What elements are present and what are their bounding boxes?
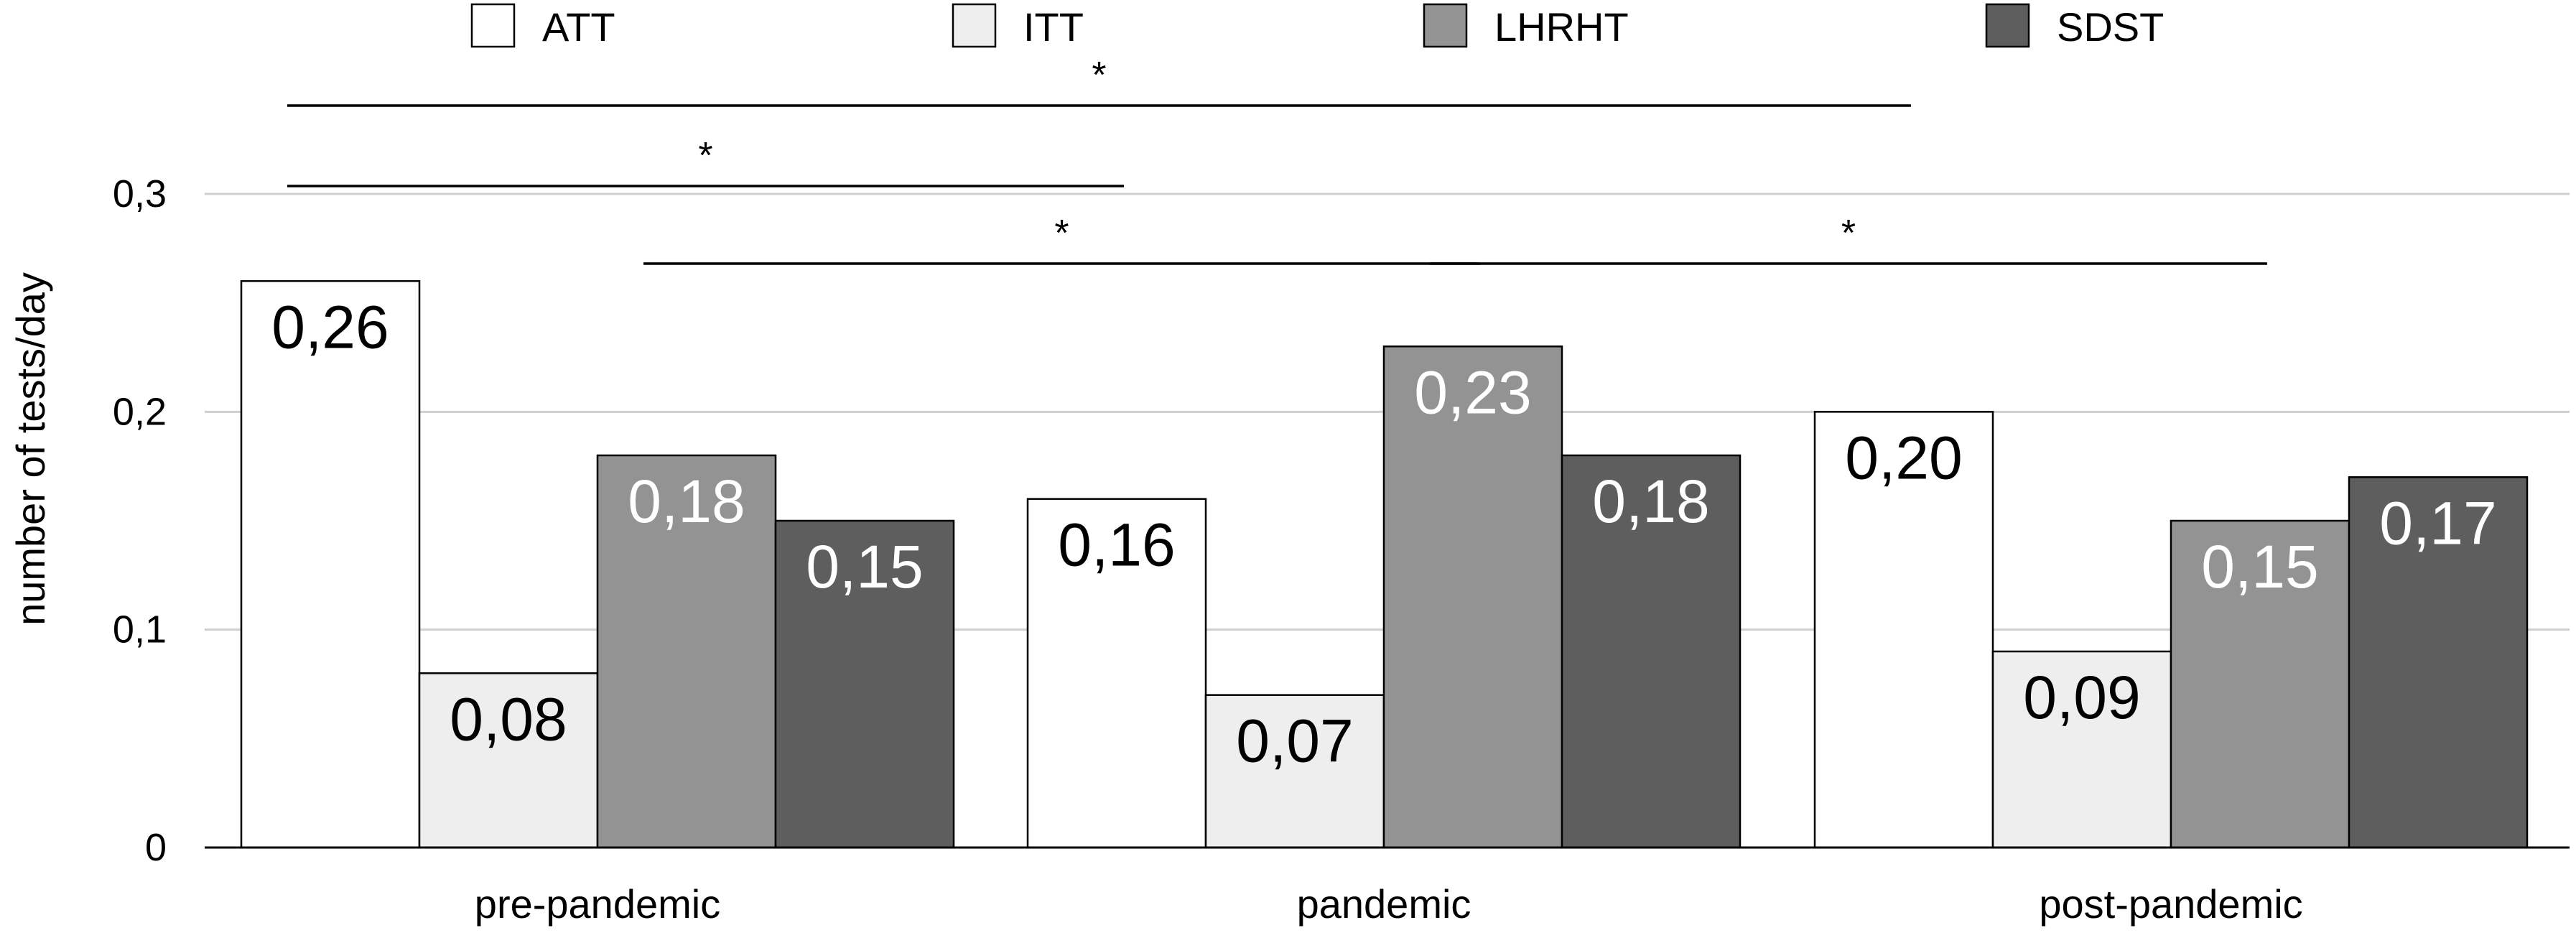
legend-swatch-lhrht [1423, 3, 1468, 48]
data-labels: 0,26 0,16 0,20 0,08 0,07 0,09 0,18 0,23 0,15 0,15… [271, 293, 2497, 774]
x-axis: pre-pandemic pandemic post-pandemic [205, 846, 2570, 927]
data-label: 0,26 [271, 293, 389, 361]
y-axis-title: number of tests/day [8, 272, 53, 626]
data-label: 0,15 [2201, 533, 2319, 600]
data-label: 0,16 [1058, 511, 1176, 579]
data-label: 0,09 [2023, 664, 2141, 731]
bar-att-pre-pandemic [240, 280, 421, 849]
data-label: 0,17 [2379, 489, 2497, 557]
y-tick-label: 0,3 [113, 172, 167, 215]
y-axis: 0 0,1 0,2 0,3 [113, 172, 167, 869]
legend-label-lhrht: LHRHT [1494, 4, 1629, 50]
significance-star: * [1054, 213, 1069, 254]
legend-swatch-itt [952, 3, 997, 48]
bar-itt-pandemic [1204, 694, 1385, 849]
bar-itt-pre-pandemic [418, 672, 599, 849]
significance-annotations: * * * * [287, 55, 2267, 265]
legend-swatch-sdst [1985, 3, 2030, 48]
bar-sdst-pre-pandemic [774, 519, 955, 849]
bar-att-post-pandemic [1813, 411, 1994, 849]
significance-star: * [1841, 213, 1856, 254]
data-label: 0,18 [1592, 468, 1710, 535]
legend-swatch-att [470, 3, 516, 48]
bar-lhrht-pandemic [1382, 345, 1563, 849]
legend-label-sdst: SDST [2057, 4, 2164, 50]
significance-star: * [1092, 55, 1106, 96]
significance-star: * [698, 135, 712, 177]
y-tick-label: 0,1 [113, 608, 167, 651]
x-tick-label: post-pandemic [2039, 881, 2302, 927]
data-label: 0,08 [450, 685, 567, 753]
legend-label-itt: ITT [1023, 4, 1084, 50]
data-label: 0,23 [1414, 358, 1532, 426]
x-tick-label: pre-pandemic [475, 881, 720, 927]
data-label: 0,20 [1845, 424, 1963, 491]
bar-lhrht-post-pandemic [2170, 519, 2351, 849]
y-tick-label: 0,2 [113, 390, 167, 433]
y-tick-label: 0 [145, 826, 167, 869]
bar-sdst-pandemic [1561, 454, 1742, 849]
data-label: 0,07 [1236, 707, 1354, 775]
data-label: 0,18 [628, 468, 745, 535]
legend-label-att: ATT [542, 4, 615, 50]
bar-att-pandemic [1026, 498, 1207, 849]
x-tick-label: pandemic [1297, 881, 1471, 927]
data-label: 0,15 [806, 533, 924, 600]
legend: ATT ITT LHRHT SDST [470, 3, 2164, 50]
bars [240, 280, 2529, 849]
